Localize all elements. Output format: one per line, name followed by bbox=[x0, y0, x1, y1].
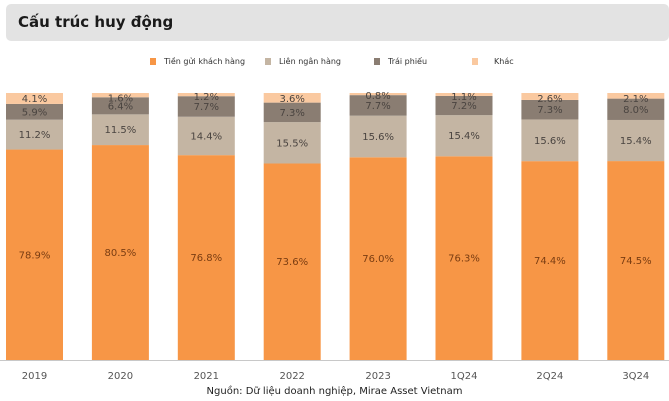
data-label: 7.3% bbox=[279, 108, 304, 119]
bar-segment-customer-deposits-2020 bbox=[91, 145, 149, 360]
bar-segment-customer-deposits-3q24 bbox=[607, 161, 665, 360]
data-label: 73.6% bbox=[276, 257, 308, 268]
legend-item-interbank: Liên ngân hàng bbox=[265, 57, 341, 66]
legend-swatch bbox=[150, 58, 156, 65]
bar-segment-interbank-2020 bbox=[91, 114, 149, 146]
data-label: 76.0% bbox=[362, 254, 394, 265]
x-tick-label: 2020 bbox=[108, 371, 133, 382]
bar-segment-customer-deposits-2023 bbox=[349, 157, 407, 360]
bar-segment-bonds-2q24 bbox=[521, 99, 579, 120]
legend-label: Trái phiếu bbox=[388, 57, 428, 66]
bar-segment-other-2022 bbox=[263, 93, 321, 103]
x-tick-label: 2022 bbox=[279, 371, 304, 382]
x-tick-label: 2023 bbox=[365, 371, 390, 382]
data-label: 4.1% bbox=[22, 94, 47, 105]
chart-header: Cấu trúc huy động bbox=[6, 4, 669, 41]
data-label: 7.2% bbox=[451, 101, 476, 112]
data-label: 15.6% bbox=[534, 136, 566, 147]
bar-segment-other-2019 bbox=[6, 93, 63, 104]
bar-segment-bonds-2019 bbox=[6, 103, 63, 120]
bar-segment-other-2q24 bbox=[521, 93, 579, 100]
data-label: 7.3% bbox=[537, 105, 562, 116]
data-label: 15.4% bbox=[448, 131, 480, 142]
x-tick-label: 2019 bbox=[22, 371, 47, 382]
bar-segment-bonds-2020 bbox=[91, 97, 149, 115]
data-label: 7.7% bbox=[194, 102, 219, 113]
data-label: 11.5% bbox=[105, 125, 137, 136]
data-label: 80.5% bbox=[105, 248, 137, 259]
bar-segment-other-1q24 bbox=[435, 93, 493, 96]
legend-item-bonds: Trái phiếu bbox=[374, 57, 427, 66]
data-label: 0.8% bbox=[365, 91, 390, 102]
data-label: 15.6% bbox=[362, 132, 394, 143]
bar-segment-customer-deposits-2021 bbox=[177, 155, 235, 360]
bar-segment-other-2021 bbox=[177, 93, 235, 97]
data-label: 78.9% bbox=[19, 250, 51, 261]
bar-segment-interbank-2q24 bbox=[521, 119, 579, 162]
bar-segment-interbank-2023 bbox=[349, 115, 407, 158]
legend-swatch bbox=[265, 58, 271, 65]
bar-segment-other-3q24 bbox=[607, 93, 665, 99]
data-label: 15.4% bbox=[620, 136, 652, 147]
data-label: 11.2% bbox=[19, 130, 51, 141]
data-label: 14.4% bbox=[190, 131, 222, 142]
data-label: 1.2% bbox=[194, 92, 219, 103]
data-label: 74.5% bbox=[620, 256, 652, 267]
bar-segment-customer-deposits-1q24 bbox=[435, 156, 493, 360]
data-label: 7.7% bbox=[365, 101, 390, 112]
bar-segment-interbank-1q24 bbox=[435, 115, 493, 157]
bar-segment-bonds-1q24 bbox=[435, 95, 493, 116]
bar-segment-customer-deposits-2q24 bbox=[521, 161, 579, 360]
legend-swatch bbox=[374, 58, 380, 65]
bar-segment-other-2020 bbox=[91, 93, 149, 98]
bar-segment-interbank-2022 bbox=[263, 122, 321, 164]
legend-item-customer-deposits: Tiền gửi khách hàng bbox=[150, 57, 245, 66]
legend-swatch bbox=[472, 58, 478, 65]
legend-item-other: Khác bbox=[472, 57, 514, 66]
data-label: 76.8% bbox=[190, 253, 222, 264]
data-label: 1.6% bbox=[108, 93, 133, 104]
data-label: 74.4% bbox=[534, 256, 566, 267]
chart-title: Cấu trúc huy động bbox=[18, 13, 174, 31]
x-tick-label: 3Q24 bbox=[622, 371, 649, 382]
x-tick-label: 2Q24 bbox=[536, 371, 563, 382]
x-tick-label: 1Q24 bbox=[451, 371, 478, 382]
bar-segment-other-2023 bbox=[349, 93, 407, 96]
bar-segment-bonds-2022 bbox=[263, 102, 321, 123]
bar-segment-customer-deposits-2022 bbox=[263, 163, 321, 360]
data-label: 15.5% bbox=[276, 138, 308, 149]
x-tick-label: 2021 bbox=[194, 371, 219, 382]
legend-label: Tiền gửi khách hàng bbox=[164, 57, 246, 66]
bar-segment-customer-deposits-2019 bbox=[6, 149, 63, 360]
data-label: 3.6% bbox=[279, 94, 304, 105]
bar-segment-bonds-2021 bbox=[177, 96, 235, 117]
source-note: Nguồn: Dữ liệu doanh nghiệp, Mirae Asset… bbox=[206, 386, 463, 397]
bar-segment-bonds-3q24 bbox=[607, 98, 665, 120]
data-label: 8.0% bbox=[623, 105, 648, 116]
data-label: 2.1% bbox=[623, 94, 648, 105]
bar-segment-bonds-2023 bbox=[349, 95, 407, 116]
legend: Tiền gửi khách hàng Liên ngân hàng Trái … bbox=[0, 57, 669, 71]
bar-segment-interbank-3q24 bbox=[607, 119, 665, 162]
data-label: 76.3% bbox=[448, 254, 480, 265]
legend-label: Khác bbox=[494, 57, 514, 66]
data-label: 6.4% bbox=[108, 101, 133, 112]
legend-label: Liên ngân hàng bbox=[279, 57, 341, 66]
data-label: 5.9% bbox=[22, 107, 47, 118]
data-label: 2.6% bbox=[537, 94, 562, 105]
bar-segment-interbank-2019 bbox=[6, 119, 63, 150]
bar-segment-interbank-2021 bbox=[177, 116, 235, 156]
data-label: 1.1% bbox=[451, 92, 476, 103]
